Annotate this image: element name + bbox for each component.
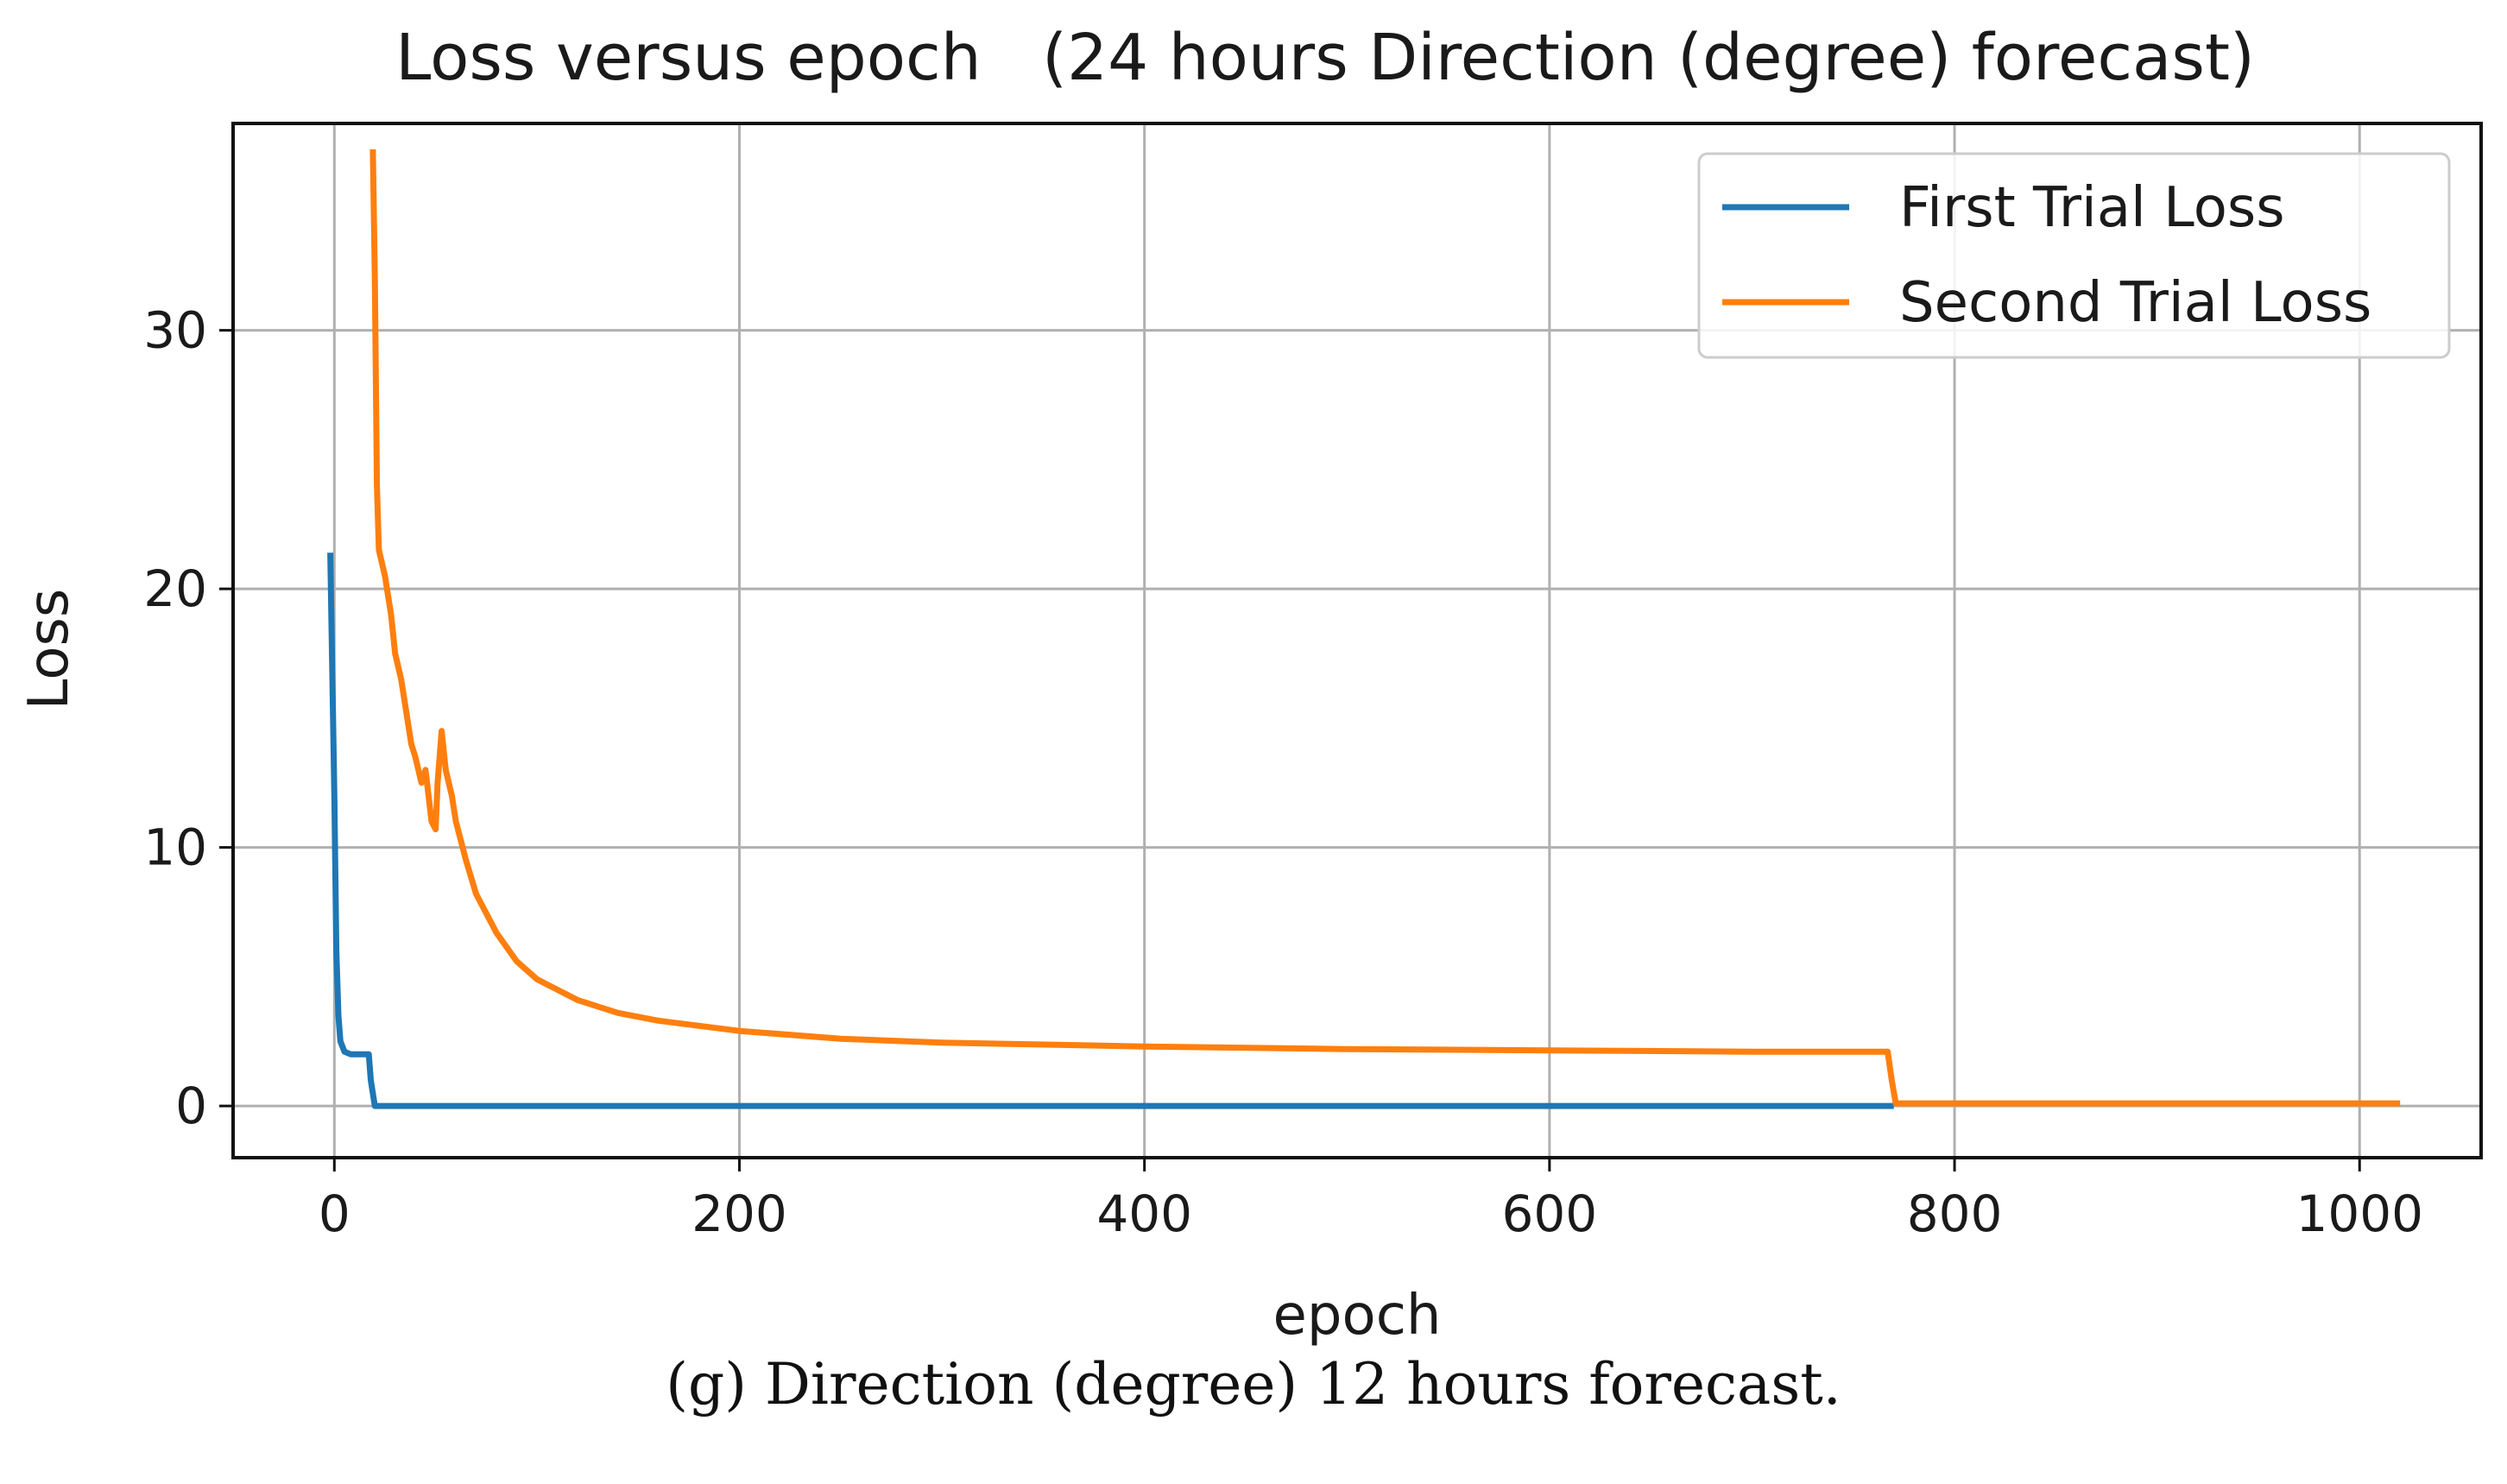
x-axis-label: epoch <box>1273 1284 1442 1348</box>
x-tick-label-4: 800 <box>1907 1184 2003 1243</box>
legend-label-1: First Trial Loss <box>1899 176 2285 240</box>
series-lines <box>327 148 2401 1109</box>
plot-frame <box>231 122 2483 1159</box>
y-tick-label-1: 10 <box>143 818 207 877</box>
x-tick-label-5: 1000 <box>2295 1184 2423 1243</box>
x-tick-label-2: 400 <box>1096 1184 1192 1243</box>
x-tick-label-3: 600 <box>1502 1184 1598 1243</box>
legend: First Trial Loss Second Trial Loss <box>1697 152 2451 359</box>
y-tick-label-3: 30 <box>143 301 207 360</box>
chart-title: Loss versus epoch (24 hours Direction (d… <box>395 21 2255 95</box>
series-line-1 <box>327 553 1894 1109</box>
legend-label-2: Second Trial Loss <box>1899 271 2371 335</box>
series-line-2 <box>369 148 2401 1107</box>
tick-marks: 0 200 400 600 800 1000 0 10 20 30 <box>143 301 2423 1243</box>
figure-caption: (g) Direction (degree) 12 hours forecast… <box>666 1351 1841 1418</box>
y-tick-label-0: 0 <box>175 1077 207 1135</box>
x-tick-label-1: 200 <box>691 1184 787 1243</box>
legend-box <box>1697 152 2451 359</box>
y-axis-label: Loss <box>17 589 81 710</box>
y-tick-label-2: 20 <box>143 559 207 618</box>
x-tick-label-0: 0 <box>319 1184 350 1243</box>
